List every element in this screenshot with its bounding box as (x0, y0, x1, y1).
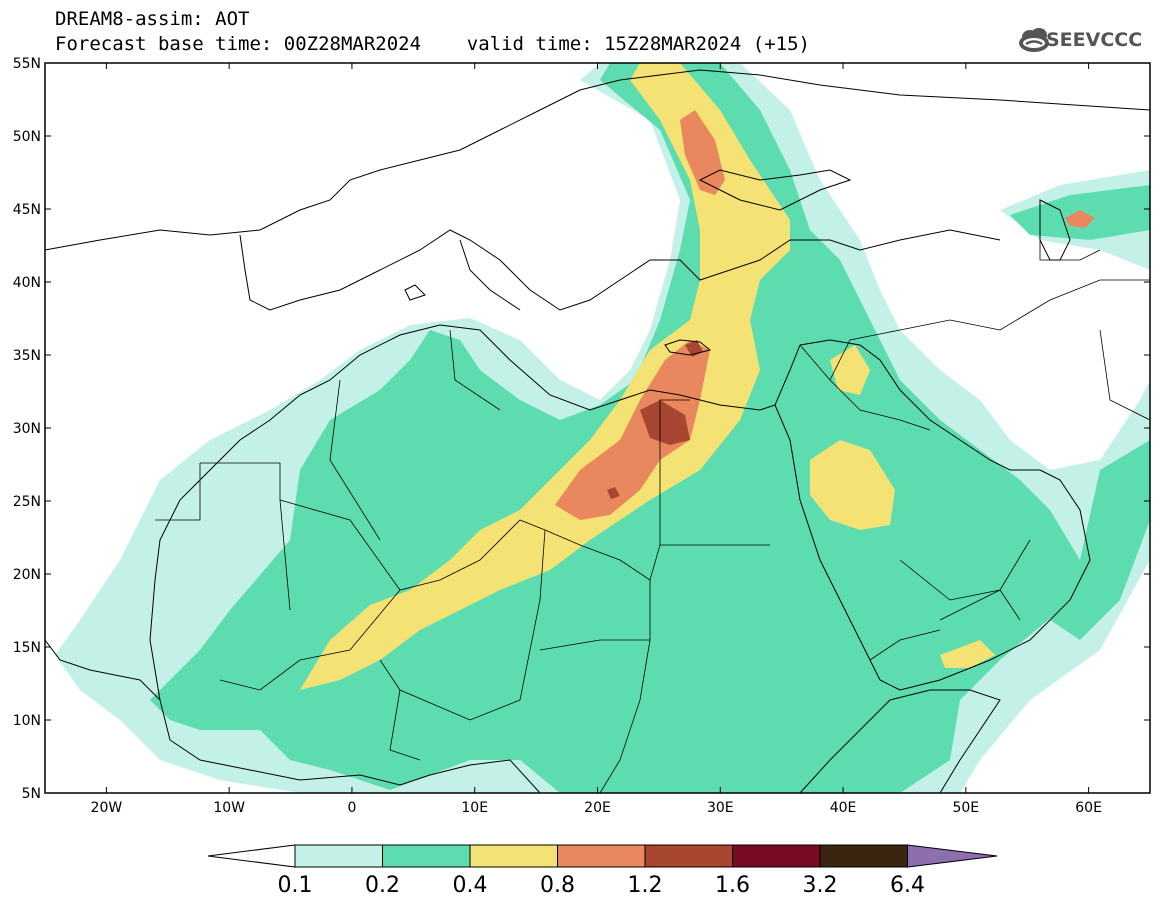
x-tick-label: 60E (1075, 800, 1102, 816)
colorbar: 0.1 0.2 0.4 0.8 1.2 1.6 3.2 6.4 (207, 844, 998, 898)
x-tick-label: 30E (707, 800, 734, 816)
colorbar-segment (557, 844, 646, 868)
logo-text: SEEVCCC (1046, 29, 1143, 51)
aot-contour-0.8 (555, 340, 710, 520)
y-tick-label: 20N (13, 567, 41, 583)
coastlines (45, 69, 1150, 793)
colorbar-label: 0.1 (278, 873, 313, 898)
y-tick-label: 40N (13, 275, 41, 291)
aot-contour-1.2-small (607, 487, 620, 499)
x-tick-label: 40E (830, 800, 857, 816)
y-tick-label: 55N (13, 56, 41, 72)
x-tick-label: 10W (213, 800, 245, 816)
colorbar-label: 0.8 (540, 873, 575, 898)
axis-ticks: 20W 10W 0 10E 20E 30E 40E 50E 60E 55N 50N 45N 40N 35N… (13, 56, 1150, 816)
aot-contour-0.8-caspian (1065, 210, 1095, 228)
colorbar-label: 0.4 (453, 873, 488, 898)
colorbar-label: 1.2 (628, 873, 663, 898)
colorbar-segment (644, 844, 733, 868)
aot-contour-0.4-oman (940, 640, 995, 668)
colorbar-max-arrow (907, 844, 998, 868)
aot-contour-0.4-syria (830, 345, 870, 395)
x-tick-label: 0 (347, 800, 356, 816)
colorbar-label: 0.2 (365, 873, 400, 898)
aot-contour-0.4-arabia (810, 440, 895, 530)
y-tick-label: 5N (22, 786, 41, 802)
x-tick-label: 20E (584, 800, 611, 816)
country-borders (155, 210, 1150, 793)
y-tick-label: 30N (13, 421, 41, 437)
y-tick-label: 50N (13, 129, 41, 145)
colorbar-label: 1.6 (715, 873, 750, 898)
map-title: DREAM8-assim: AOT (55, 8, 250, 30)
y-tick-label: 15N (13, 640, 41, 656)
forecast-time-subtitle: Forecast base time: 00Z28MAR2024 valid t… (55, 33, 810, 55)
y-tick-label: 25N (13, 494, 41, 510)
y-tick-label: 35N (13, 348, 41, 364)
colorbar-min-arrow (207, 844, 296, 868)
colorbar-segment (819, 844, 908, 868)
colorbar-label: 3.2 (803, 873, 838, 898)
aot-contour-1.2 (640, 400, 690, 445)
colorbar-segment (294, 844, 383, 868)
colorbar-segment (382, 844, 471, 868)
x-tick-label: 20W (91, 800, 123, 816)
x-tick-label: 50E (952, 800, 979, 816)
colorbar-label: 6.4 (890, 873, 925, 898)
y-tick-label: 10N (13, 713, 41, 729)
colorbar-segment (469, 844, 558, 868)
x-tick-label: 10E (461, 800, 488, 816)
colorbar-segment (732, 844, 821, 868)
cloud-icon (1019, 28, 1049, 52)
aot-contour-0.8-north (680, 110, 725, 195)
y-tick-label: 45N (13, 202, 41, 218)
